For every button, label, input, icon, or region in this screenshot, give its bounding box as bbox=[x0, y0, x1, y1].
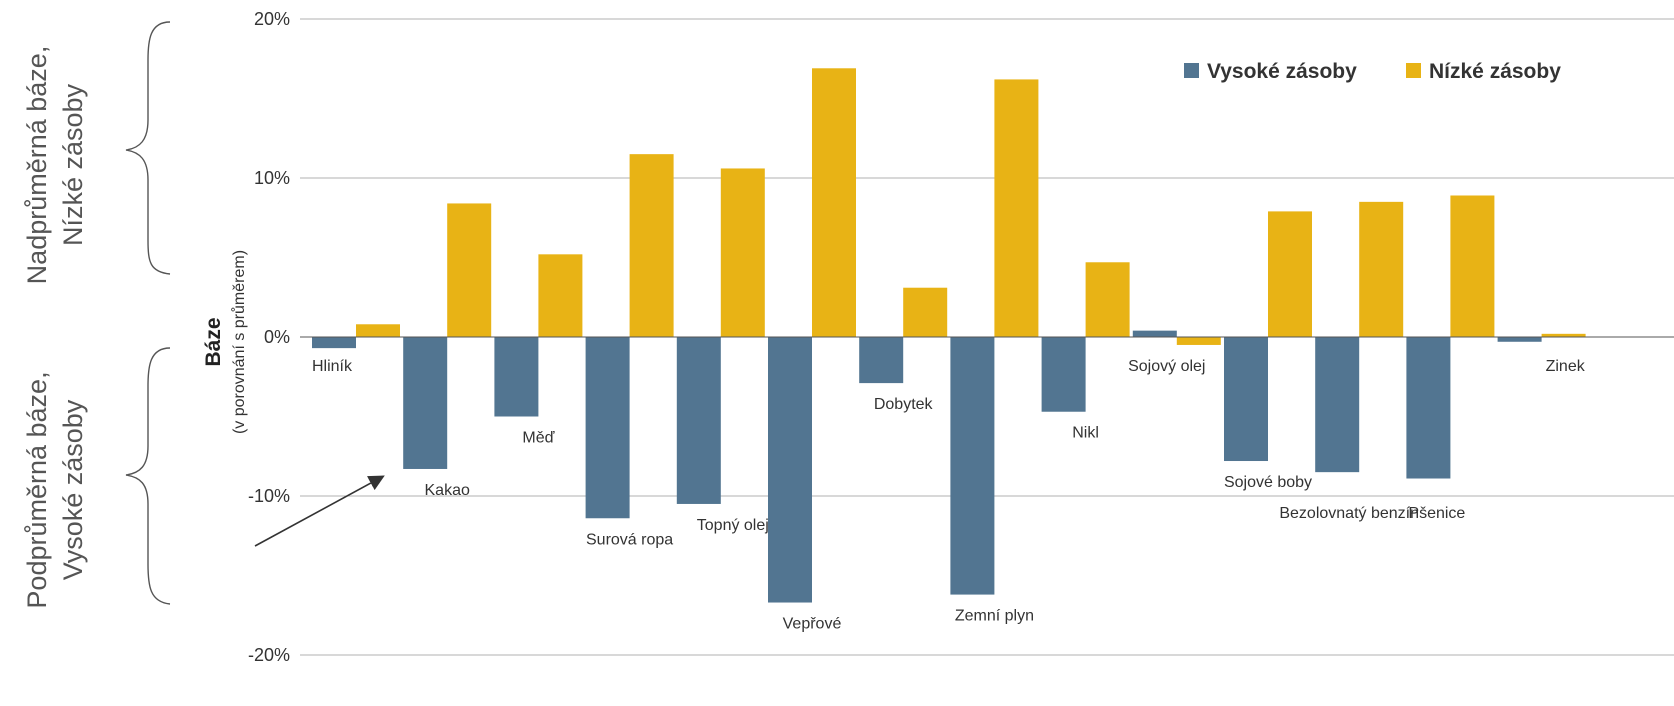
bar-low-inventory bbox=[447, 203, 492, 337]
y-axis-subtitle: (v porovnání s průměrem) bbox=[230, 250, 248, 434]
category-label: Vepřové bbox=[783, 616, 842, 633]
bar-low-inventory bbox=[1268, 211, 1312, 337]
bar-high-inventory bbox=[676, 337, 721, 504]
y-axis-title: Báze bbox=[202, 317, 225, 366]
legend-swatch-high bbox=[1184, 63, 1199, 78]
bar-low-inventory bbox=[1541, 333, 1586, 337]
category-labels: Hliník Kakao Měď Surová ropa Topný olej Vepřo… bbox=[312, 358, 1586, 633]
legend: Vysoké zásoby Nízké zásoby bbox=[1184, 60, 1561, 83]
legend-swatch-low bbox=[1406, 63, 1421, 78]
bar-high-inventory bbox=[1497, 337, 1542, 342]
upper-side-label-line1: Nadprůměrná báze, bbox=[22, 46, 52, 285]
bar-low-inventory bbox=[1359, 201, 1404, 337]
y-tick-label: 10% bbox=[254, 168, 290, 188]
lower-brace bbox=[125, 347, 171, 605]
y-tick-label: 0% bbox=[264, 327, 290, 347]
category-label: Bezolovnatý benzín bbox=[1279, 505, 1419, 522]
bar-low-inventory bbox=[812, 68, 856, 337]
bar-low-inventory bbox=[629, 154, 674, 337]
bar-high-inventory bbox=[768, 337, 812, 603]
bar-low-inventory bbox=[903, 287, 948, 337]
bar-high-inventory bbox=[585, 337, 630, 519]
bars bbox=[300, 68, 1674, 603]
y-tick-label: 20% bbox=[254, 9, 290, 29]
bar-low-inventory bbox=[1085, 262, 1130, 337]
bar-low-inventory bbox=[720, 168, 765, 337]
bar-high-inventory bbox=[494, 337, 539, 417]
y-tick-label: -10% bbox=[248, 486, 290, 506]
lower-side-label-line1: Podprůměrná báze, bbox=[22, 371, 52, 608]
bar-high-inventory bbox=[1315, 337, 1360, 473]
category-label: Kakao bbox=[425, 482, 470, 499]
bar-high-inventory bbox=[312, 337, 356, 349]
bar-low-inventory bbox=[1176, 337, 1221, 345]
bar-low-inventory bbox=[1450, 195, 1495, 337]
category-label: Měď bbox=[522, 430, 554, 447]
bar-high-inventory bbox=[1132, 330, 1177, 337]
legend-label-low: Nízké zásoby bbox=[1429, 60, 1561, 83]
lower-side-label-line2: Vysoké zásoby bbox=[58, 399, 88, 580]
bar-high-inventory bbox=[403, 337, 448, 469]
y-axis-ticks: 20% 10% 0% -10% -20% bbox=[248, 9, 290, 665]
category-label: Sojové boby bbox=[1224, 474, 1312, 491]
bar-low-inventory bbox=[356, 324, 400, 337]
category-label: Sojový olej bbox=[1128, 358, 1205, 375]
category-label: Zemní plyn bbox=[955, 608, 1034, 625]
bar-high-inventory bbox=[950, 337, 995, 595]
category-label: Pšenice bbox=[1408, 505, 1465, 522]
annotation-arrow bbox=[254, 475, 385, 547]
y-tick-label: -20% bbox=[248, 645, 290, 665]
upper-brace bbox=[125, 21, 171, 275]
category-label: Nikl bbox=[1072, 425, 1099, 442]
category-label: Topný olej bbox=[697, 517, 769, 534]
bar-low-inventory bbox=[538, 254, 583, 337]
bar-high-inventory bbox=[859, 337, 904, 384]
category-label: Zinek bbox=[1546, 358, 1586, 375]
legend-label-high: Vysoké zásoby bbox=[1207, 60, 1357, 83]
category-label: Dobytek bbox=[874, 396, 934, 413]
bar-high-inventory bbox=[1041, 337, 1086, 412]
bar-high-inventory bbox=[1406, 337, 1451, 479]
category-label: Surová ropa bbox=[586, 531, 673, 548]
category-label: Hliník bbox=[312, 358, 353, 375]
upper-side-label-line2: Nízké zásoby bbox=[58, 83, 88, 246]
bar-high-inventory bbox=[1224, 337, 1268, 462]
bar-low-inventory bbox=[994, 79, 1039, 338]
